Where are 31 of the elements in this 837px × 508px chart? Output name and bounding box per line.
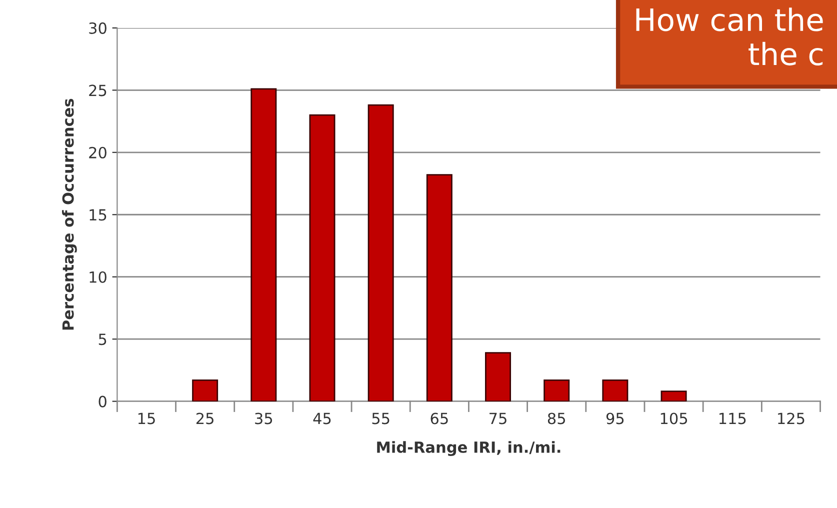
x-tick-label: 35: [255, 412, 272, 424]
x-tick-label: 55: [372, 412, 390, 424]
bar: [602, 379, 628, 402]
x-tick-label: 85: [548, 412, 565, 424]
x-tick-label: 15: [138, 412, 155, 424]
bar: [309, 114, 336, 402]
y-tick-label: 5: [98, 334, 106, 346]
bar: [426, 174, 452, 402]
x-axis-title: Mid-Range IRI, in./mi.: [377, 441, 560, 456]
x-tick-label: 75: [490, 412, 506, 424]
x-tick-label: 95: [606, 412, 624, 424]
bar: [192, 379, 218, 402]
x-tick-label: 125: [778, 412, 804, 424]
y-tick-label: 25: [89, 84, 106, 96]
annotation: How can the the c: [636, 8, 823, 66]
bar: [250, 88, 277, 402]
x-tick-label: 105: [660, 412, 688, 424]
bar: [544, 379, 570, 402]
y-axis-title: Percentage of Occurrences: [62, 98, 77, 330]
bar: [368, 104, 394, 402]
y-tick-label: 30: [89, 22, 106, 34]
bar: [660, 390, 687, 402]
y-tick-label: 20: [89, 146, 106, 158]
bar: [485, 352, 512, 402]
x-tick-label: 25: [196, 412, 214, 424]
y-tick-label: 10: [90, 271, 106, 283]
y-tick-label: 15: [90, 209, 106, 221]
x-tick-label: 115: [719, 412, 746, 424]
x-tick-label: 45: [313, 412, 331, 424]
x-tick-label: 65: [430, 412, 448, 424]
y-tick-label: 0: [98, 396, 106, 408]
